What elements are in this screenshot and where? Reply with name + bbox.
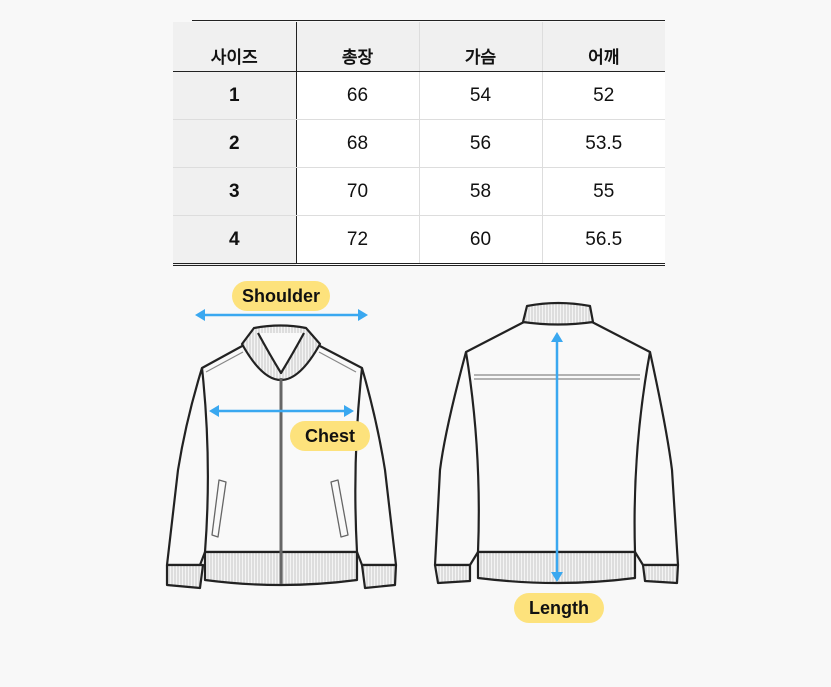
- header-size: 사이즈: [173, 22, 297, 72]
- cell: 54: [419, 71, 543, 120]
- header-length: 총장: [296, 22, 420, 72]
- cell: 53.5: [542, 119, 665, 168]
- cell: 70: [296, 167, 420, 216]
- cell: 66: [296, 71, 420, 120]
- chest-arrow: [209, 405, 354, 417]
- cell-size: 2: [173, 119, 297, 168]
- cell-size: 3: [173, 167, 297, 216]
- shoulder-label: Shoulder: [232, 281, 330, 311]
- cell: 56: [419, 119, 543, 168]
- cell: 56.5: [542, 215, 665, 266]
- size-chart-table: 사이즈 총장 가슴 어깨 1 66 54 52 2 68 56 53.5 3 7…: [173, 22, 665, 266]
- table-top-rule: [192, 20, 665, 21]
- chest-label: Chest: [290, 421, 370, 451]
- table-row: 2 68 56 53.5: [173, 119, 665, 168]
- header-chest: 가슴: [419, 22, 543, 72]
- table-row: 1 66 54 52: [173, 71, 665, 120]
- header-shoulder: 어깨: [542, 22, 665, 72]
- front-jacket-illustration: [165, 324, 398, 590]
- length-label: Length: [514, 593, 604, 623]
- cell: 52: [542, 71, 665, 120]
- cell: 60: [419, 215, 543, 266]
- cell-size: 4: [173, 215, 297, 266]
- shoulder-arrow: [195, 309, 368, 321]
- cell: 72: [296, 215, 420, 266]
- table-row: 4 72 60 56.5: [173, 215, 665, 266]
- cell-size: 1: [173, 71, 297, 120]
- length-arrow: [551, 332, 563, 582]
- cell: 58: [419, 167, 543, 216]
- cell: 55: [542, 167, 665, 216]
- table-row: 3 70 58 55: [173, 167, 665, 216]
- table-header-row: 사이즈 총장 가슴 어깨: [173, 22, 665, 72]
- cell: 68: [296, 119, 420, 168]
